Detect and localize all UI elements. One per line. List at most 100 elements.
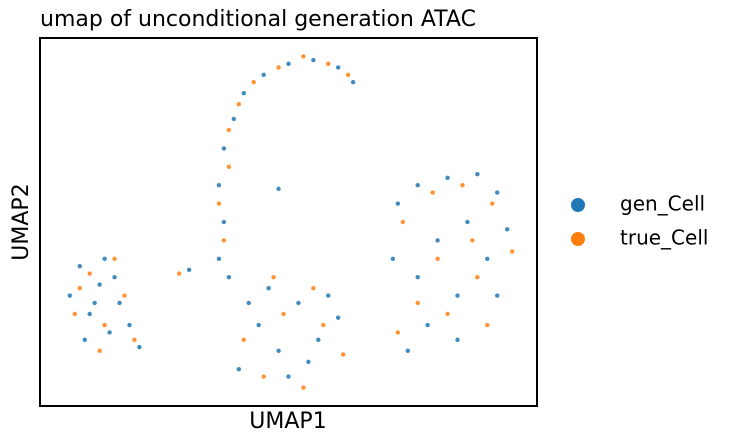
point (276, 65, 281, 70)
point (256, 322, 261, 328)
point (415, 275, 420, 280)
point (286, 374, 291, 379)
point (286, 61, 291, 66)
point (266, 286, 271, 291)
point (226, 127, 232, 133)
point (485, 256, 490, 261)
point (112, 275, 117, 280)
chart-title: umap of unconditional generation ATAC (40, 7, 476, 32)
point (271, 275, 276, 280)
point (350, 79, 356, 85)
point (127, 322, 132, 328)
point (92, 300, 97, 306)
point (336, 65, 341, 70)
point (395, 330, 401, 335)
point (261, 72, 266, 78)
point (221, 238, 227, 243)
point (107, 330, 112, 335)
point (435, 238, 440, 243)
point (445, 311, 450, 317)
point (97, 282, 102, 287)
point (276, 186, 281, 192)
point (316, 337, 321, 342)
point (390, 256, 396, 261)
point (216, 201, 222, 206)
point (435, 256, 440, 261)
point (405, 348, 410, 353)
point (102, 322, 107, 328)
point (221, 219, 227, 225)
point (226, 164, 232, 169)
point (112, 256, 117, 261)
point (445, 175, 450, 181)
point (216, 183, 222, 188)
point (281, 311, 286, 317)
y-axis-label: UMAP2 (9, 183, 34, 260)
point (176, 271, 182, 276)
point (296, 300, 301, 306)
point (97, 348, 102, 353)
point (425, 322, 430, 328)
point (226, 275, 232, 280)
point (137, 344, 142, 350)
legend-marker (571, 232, 585, 246)
point (251, 79, 256, 85)
point (455, 337, 460, 342)
point (336, 315, 341, 320)
point (504, 227, 510, 232)
point (415, 300, 420, 306)
point (122, 293, 127, 298)
point (311, 286, 316, 291)
point (495, 293, 500, 298)
point (231, 116, 237, 122)
point (475, 171, 480, 177)
x-axis-label: UMAP1 (249, 409, 326, 434)
point (470, 238, 475, 243)
point (465, 219, 470, 225)
point (82, 337, 87, 342)
point (77, 286, 82, 291)
legend-marker (571, 198, 585, 212)
point (340, 352, 346, 357)
point (236, 367, 241, 372)
point (87, 271, 92, 276)
point (241, 91, 246, 96)
point (246, 300, 251, 306)
point (261, 374, 266, 379)
point (72, 311, 77, 317)
point (216, 256, 222, 261)
point (460, 183, 465, 188)
point (77, 263, 82, 269)
legend-label: true_Cell (620, 226, 708, 250)
point (241, 337, 246, 342)
point (415, 183, 420, 188)
point (345, 72, 351, 78)
point (485, 322, 490, 328)
point (221, 146, 227, 151)
point (67, 293, 73, 298)
point (455, 293, 460, 298)
legend-label: gen_Cell (620, 192, 705, 216)
point (301, 54, 306, 59)
point (475, 275, 480, 280)
point (311, 57, 316, 63)
point (132, 337, 137, 342)
point (301, 385, 306, 390)
point (495, 190, 500, 195)
point (306, 359, 311, 365)
point (186, 267, 192, 273)
point (400, 219, 406, 225)
plot-frame (39, 37, 538, 407)
point (509, 249, 515, 254)
point (326, 61, 331, 66)
point (276, 348, 281, 353)
point (490, 201, 495, 206)
point (321, 322, 326, 328)
point (117, 300, 122, 306)
point (87, 311, 92, 317)
point (102, 256, 107, 261)
point (395, 201, 401, 206)
point (430, 190, 435, 195)
point (236, 102, 241, 107)
